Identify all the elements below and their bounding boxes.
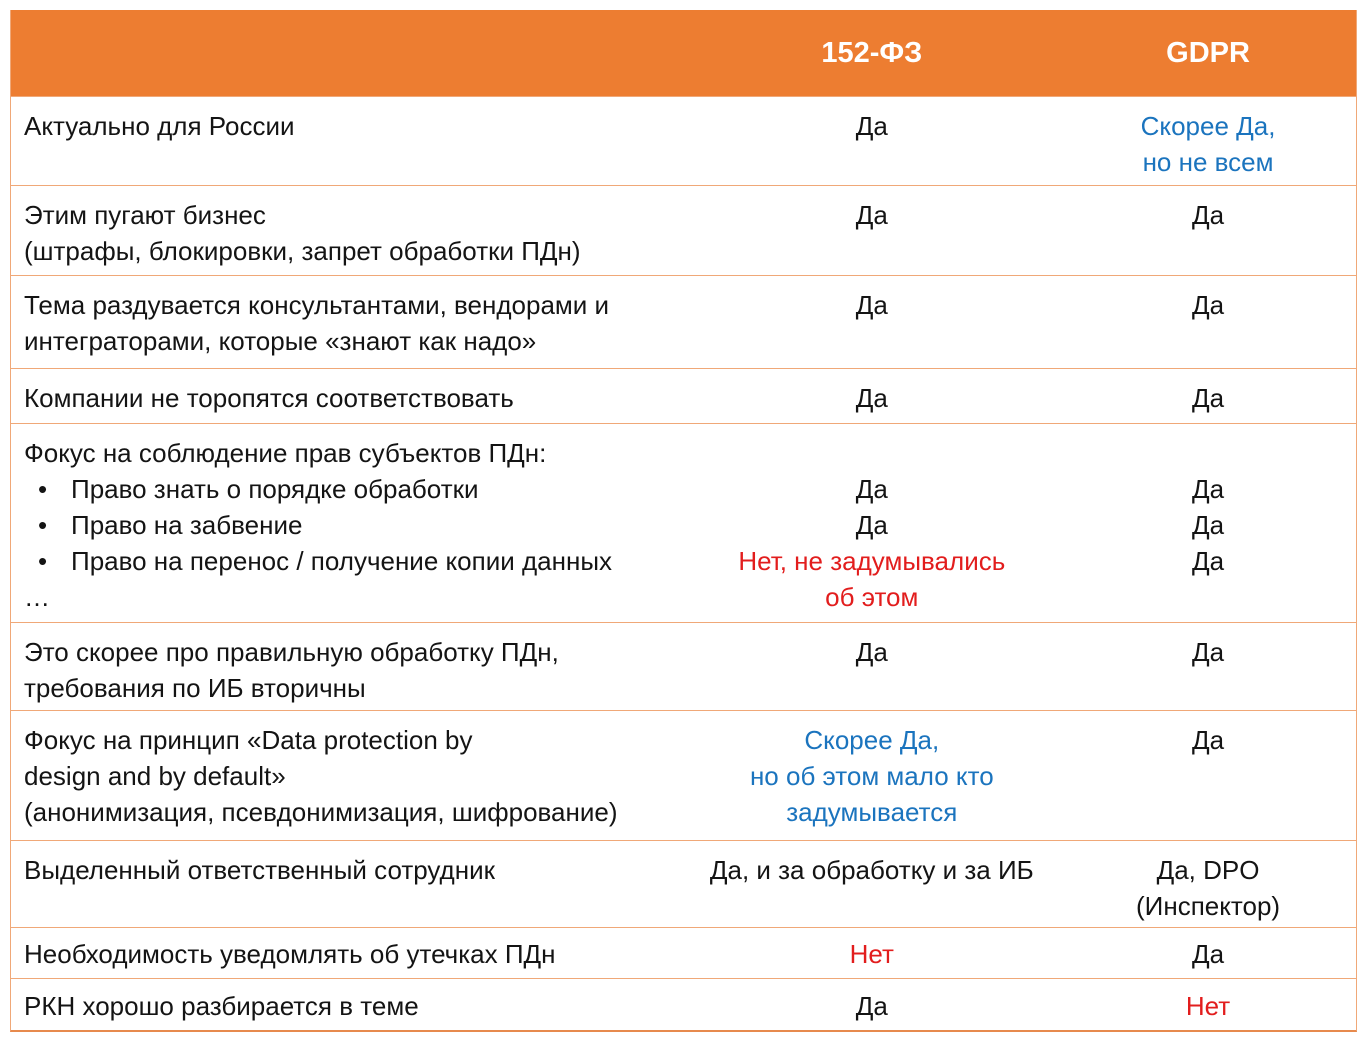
- gdpr-value-cell: Да Да Да: [1060, 424, 1356, 622]
- bullet-text: Право на забвение: [71, 510, 303, 540]
- bullet-line: • Право знать о порядке обработки: [24, 471, 670, 507]
- value-line: Да: [1192, 510, 1225, 540]
- header-gdpr: GDPR: [1166, 36, 1250, 69]
- fz-value-cell: Да: [684, 979, 1061, 1030]
- fz-value-cell: Да Да Нет, не задумывались об этом: [684, 424, 1061, 622]
- value-line: но не всем: [1142, 147, 1274, 177]
- value-line: Да: [855, 474, 888, 504]
- value-line: Нет, не задумывались: [738, 546, 1006, 576]
- table-row: Компании не торопятся соответствовать Да Д…: [11, 368, 1356, 423]
- row-label-cell: Выделенный ответственный сотрудник: [11, 841, 684, 927]
- bullet-line: • Право на забвение: [24, 507, 670, 543]
- value-line: Да: [1192, 290, 1225, 320]
- row-label-cell: Это скорее про правильную обработку ПДн,…: [11, 623, 684, 710]
- bullet-icon: •: [38, 474, 48, 504]
- value-line: Да: [855, 991, 888, 1021]
- row-label-cell: Фокус на принцип «Data protection by desi…: [11, 711, 684, 840]
- label-line: design and by default»: [24, 761, 286, 791]
- bullet-line: • Право на перенос / получение копии данн…: [24, 543, 670, 579]
- fz-value-cell: Да: [684, 186, 1061, 275]
- value-line: Скорее Да,: [1140, 111, 1276, 141]
- fz-value-cell: Нет: [684, 928, 1061, 978]
- label-line: Фокус на соблюдение прав субъектов ПДн:: [24, 438, 547, 468]
- row-label-cell: Актуально для России: [11, 97, 684, 185]
- table-body: Актуально для России Да Скорее Да, но не вс…: [11, 96, 1356, 1030]
- row-label-cell: Компании не торопятся соответствовать: [11, 369, 684, 423]
- gdpr-value-cell: Да, DPO (Инспектор): [1060, 841, 1356, 927]
- gdpr-value-cell: Да: [1060, 623, 1356, 710]
- label-line: Актуально для России: [24, 111, 295, 141]
- row-label-cell: Фокус на соблюдение прав субъектов ПДн: •…: [11, 424, 684, 622]
- bullet-text: Право знать о порядке обработки: [71, 474, 479, 504]
- label-line: требования по ИБ вторичны: [24, 673, 366, 703]
- value-line: задумывается: [786, 797, 958, 827]
- value-line: Скорее Да,: [804, 725, 940, 755]
- value-line: Да, и за обработку и за ИБ: [709, 855, 1034, 885]
- value-line: об этом: [825, 582, 919, 612]
- value-line: Да: [1192, 637, 1225, 667]
- label-line: (штрафы, блокировки, запрет обработки ПД…: [24, 236, 581, 266]
- label-line: Это скорее про правильную обработку ПДн,: [24, 637, 559, 667]
- fz-value-cell: Да: [684, 97, 1061, 185]
- row-label-cell: РКН хорошо разбирается в теме: [11, 979, 684, 1030]
- fz-value-cell: Скорее Да, но об этом мало кто задумываетс…: [684, 711, 1061, 840]
- label-line: …: [24, 582, 50, 612]
- table-row: Это скорее про правильную обработку ПДн,…: [11, 622, 1356, 710]
- value-line: Да: [855, 111, 888, 141]
- label-line: интеграторами, которые «знают как надо»: [24, 326, 537, 356]
- table-row: РКН хорошо разбирается в теме Да Нет: [11, 978, 1356, 1030]
- value-line: Да: [1192, 725, 1225, 755]
- label-line: Выделенный ответственный сотрудник: [24, 855, 495, 885]
- fz-value-cell: Да: [684, 369, 1061, 423]
- value-line: Да: [855, 290, 888, 320]
- gdpr-value-cell: Да: [1060, 186, 1356, 275]
- label-line: Необходимость уведомлять об утечках ПДн: [24, 939, 556, 969]
- header-152fz: 152-ФЗ: [821, 36, 923, 69]
- gdpr-value-cell: Скорее Да, но не всем: [1060, 97, 1356, 185]
- value-line: Да: [1192, 474, 1225, 504]
- value-line: (Инспектор): [1135, 891, 1281, 921]
- gdpr-value-cell: Да: [1060, 711, 1356, 840]
- label-line: (анонимизация, псевдонимизация, шифрован…: [24, 797, 618, 827]
- value-line: но об этом мало кто: [749, 761, 994, 791]
- table-row: Выделенный ответственный сотрудник Да, и …: [11, 840, 1356, 927]
- gdpr-value-cell: Да: [1060, 369, 1356, 423]
- row-label-cell: Тема раздувается консультантами, вендора…: [11, 276, 684, 368]
- value-line: Да, DPO: [1156, 855, 1260, 885]
- comparison-table: 152-ФЗ GDPR Актуально для России Да Скорее…: [10, 10, 1357, 1032]
- table-header-row: 152-ФЗ GDPR: [11, 10, 1356, 96]
- value-line: Нет: [1185, 991, 1231, 1021]
- bullet-icon: •: [38, 546, 48, 576]
- value-line: Да: [855, 383, 888, 413]
- table-row: Фокус на соблюдение прав субъектов ПДн: •…: [11, 423, 1356, 622]
- table-row: Тема раздувается консультантами, вендора…: [11, 275, 1356, 368]
- value-line: Да: [855, 510, 888, 540]
- value-line: Да: [855, 637, 888, 667]
- row-label-cell: Этим пугают бизнес (штрафы, блокировки, з…: [11, 186, 684, 275]
- value-line: Да: [855, 200, 888, 230]
- gdpr-value-cell: Да: [1060, 276, 1356, 368]
- label-line: Фокус на принцип «Data protection by: [24, 725, 473, 755]
- fz-value-cell: Да: [684, 276, 1061, 368]
- table-row: Необходимость уведомлять об утечках ПДн Н…: [11, 927, 1356, 978]
- table-row: Фокус на принцип «Data protection by desi…: [11, 710, 1356, 840]
- value-line: Да: [1192, 546, 1225, 576]
- label-line: Этим пугают бизнес: [24, 200, 266, 230]
- fz-value-cell: Да: [684, 623, 1061, 710]
- fz-value-cell: Да, и за обработку и за ИБ: [684, 841, 1061, 927]
- label-line: РКН хорошо разбирается в теме: [24, 991, 419, 1021]
- row-label-cell: Необходимость уведомлять об утечках ПДн: [11, 928, 684, 978]
- value-line: Да: [1192, 383, 1225, 413]
- bullet-icon: •: [38, 510, 48, 540]
- value-line: Нет: [849, 939, 894, 969]
- gdpr-value-cell: Да: [1060, 928, 1356, 978]
- value-line: Да: [1192, 939, 1225, 969]
- bullet-text: Право на перенос / получение копии данны…: [71, 546, 613, 576]
- table-row: Актуально для России Да Скорее Да, но не вс…: [11, 96, 1356, 185]
- label-line: Тема раздувается консультантами, вендора…: [24, 290, 610, 320]
- label-line: Компании не торопятся соответствовать: [24, 383, 514, 413]
- table-row: Этим пугают бизнес (штрафы, блокировки, з…: [11, 185, 1356, 275]
- value-line: Да: [1192, 200, 1225, 230]
- gdpr-value-cell: Нет: [1060, 979, 1356, 1030]
